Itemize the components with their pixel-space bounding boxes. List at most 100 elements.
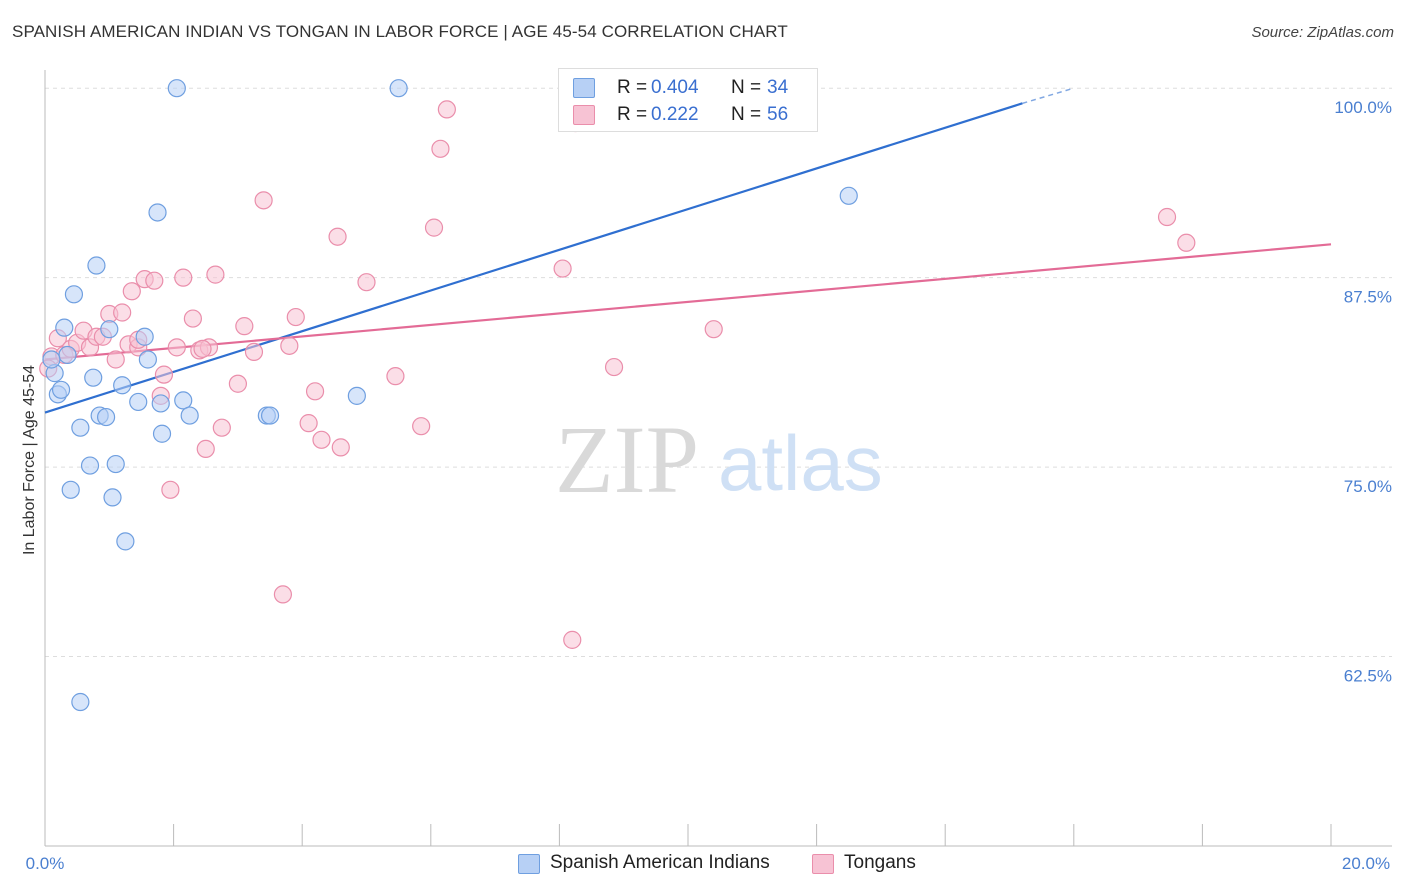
spanish-american-indian-point <box>64 285 84 304</box>
tongan-point <box>553 259 572 278</box>
tick-labels: 62.5% 75.0% 87.5% 100.0% 0.0% 20.0% <box>26 98 1392 873</box>
tongan-point <box>106 350 125 369</box>
n-label: N = <box>731 104 762 125</box>
legend-row-blue: R = 0.404 N = 34 <box>559 75 817 101</box>
tongan-point <box>305 382 325 401</box>
legend-label: Tongans <box>844 852 916 873</box>
spanish-american-indian-point <box>80 456 100 475</box>
y-tick-label: 87.5% <box>1344 288 1392 307</box>
tongan-point <box>113 303 132 322</box>
spanish-american-indian-point <box>113 376 132 395</box>
tongan-point <box>193 339 212 358</box>
spanish-american-indian-points <box>42 79 858 712</box>
spanish-american-indian-point <box>103 488 122 507</box>
spanish-american-indian-point <box>106 454 125 474</box>
x-tick-label-min: 0.0% <box>26 854 65 873</box>
spanish-american-indian-point <box>151 394 170 413</box>
spanish-american-indian-point <box>180 406 199 425</box>
tongan-point <box>412 417 431 436</box>
pink-swatch <box>573 105 595 125</box>
tongan-point <box>161 480 180 499</box>
tongan-point <box>437 100 456 119</box>
spanish-american-indian-point <box>135 327 154 346</box>
spanish-american-indian-point <box>87 256 106 275</box>
tongan-point <box>357 273 376 292</box>
watermark-zip: ZIP <box>555 406 699 513</box>
spanish-american-indian-point <box>167 79 186 98</box>
watermark-atlas: atlas <box>718 419 883 507</box>
tongan-point <box>167 338 186 357</box>
tongan-point <box>424 218 444 237</box>
tongan-point <box>174 268 193 287</box>
n-value: 56 <box>767 104 789 125</box>
legend-label: Spanish American Indians <box>550 852 770 873</box>
r-label: R = <box>617 77 648 98</box>
spanish-american-indian-point <box>839 186 858 205</box>
tongan-point <box>299 414 318 433</box>
spanish-american-indian-point <box>129 392 148 412</box>
n-value: 34 <box>767 77 789 98</box>
spanish-american-indian-point <box>71 418 90 437</box>
blue-swatch <box>518 854 540 874</box>
tongan-point <box>1177 233 1196 252</box>
source-credit: Source: ZipAtlas.com <box>1251 24 1394 41</box>
tongan-point <box>145 271 164 290</box>
tongan-point <box>273 585 293 604</box>
legend-row-pink: R = 0.222 N = 56 <box>559 102 817 128</box>
tongan-point <box>228 374 247 393</box>
spanish-american-indian-point <box>138 350 157 369</box>
tongan-point <box>286 307 305 327</box>
tongan-point <box>331 438 350 457</box>
tongan-point <box>704 320 723 339</box>
trendlines <box>44 87 1332 414</box>
tongan-point <box>1157 207 1177 227</box>
tongan-point <box>212 418 231 437</box>
y-tick-label: 75.0% <box>1344 477 1392 496</box>
spanish-american-indian-point <box>61 480 80 499</box>
tongan-points <box>39 100 1196 649</box>
y-tick-label: 62.5% <box>1344 667 1392 686</box>
tongan-point <box>183 309 202 328</box>
tongan-point <box>254 191 273 210</box>
spanish-american-indian-point <box>116 532 135 551</box>
tongan-point <box>604 357 624 377</box>
spanish-american-indian-point <box>347 386 366 405</box>
tongan-point <box>206 265 225 284</box>
spanish-american-indian-point <box>55 318 74 337</box>
tongan-point <box>122 282 141 301</box>
y-tick-label: 100.0% <box>1334 98 1392 117</box>
tongan-point <box>328 227 347 246</box>
pink-swatch <box>812 854 834 874</box>
r-value: 0.404 <box>651 77 699 98</box>
spanish-american-indian-point <box>152 424 172 443</box>
tongan-point <box>244 342 264 362</box>
n-label: N = <box>731 77 762 98</box>
tongan-point <box>386 367 405 386</box>
axes <box>44 70 1392 847</box>
r-label: R = <box>617 104 648 125</box>
spanish-american-indian-point <box>58 345 77 365</box>
chart-title: SPANISH AMERICAN INDIAN VS TONGAN IN LAB… <box>12 22 788 41</box>
spanish-american-indian-point <box>389 79 408 98</box>
spanish-american-indian-point <box>51 380 71 399</box>
trendline-spanish-american-indians <box>44 102 1023 414</box>
trendline-extension <box>1022 87 1075 105</box>
watermark: ZIP atlas <box>555 406 883 513</box>
spanish-american-indian-point <box>96 407 116 427</box>
blue-swatch <box>573 78 595 98</box>
tongan-point <box>312 430 331 449</box>
spanish-american-indian-point <box>174 391 193 410</box>
tongan-point <box>235 317 254 336</box>
gridlines <box>45 87 1392 658</box>
tongan-point <box>196 439 215 459</box>
trendline-tongans <box>44 243 1332 361</box>
tongan-point <box>280 336 299 355</box>
r-value: 0.222 <box>651 104 699 125</box>
spanish-american-indian-point <box>148 203 167 222</box>
stats-legend: R = 0.404 N = 34 R = 0.222 N = 56 <box>558 68 818 132</box>
spanish-american-indian-point <box>84 368 103 387</box>
spanish-american-indian-point <box>260 406 280 425</box>
tongan-point <box>563 630 582 649</box>
tongan-point <box>431 139 450 158</box>
